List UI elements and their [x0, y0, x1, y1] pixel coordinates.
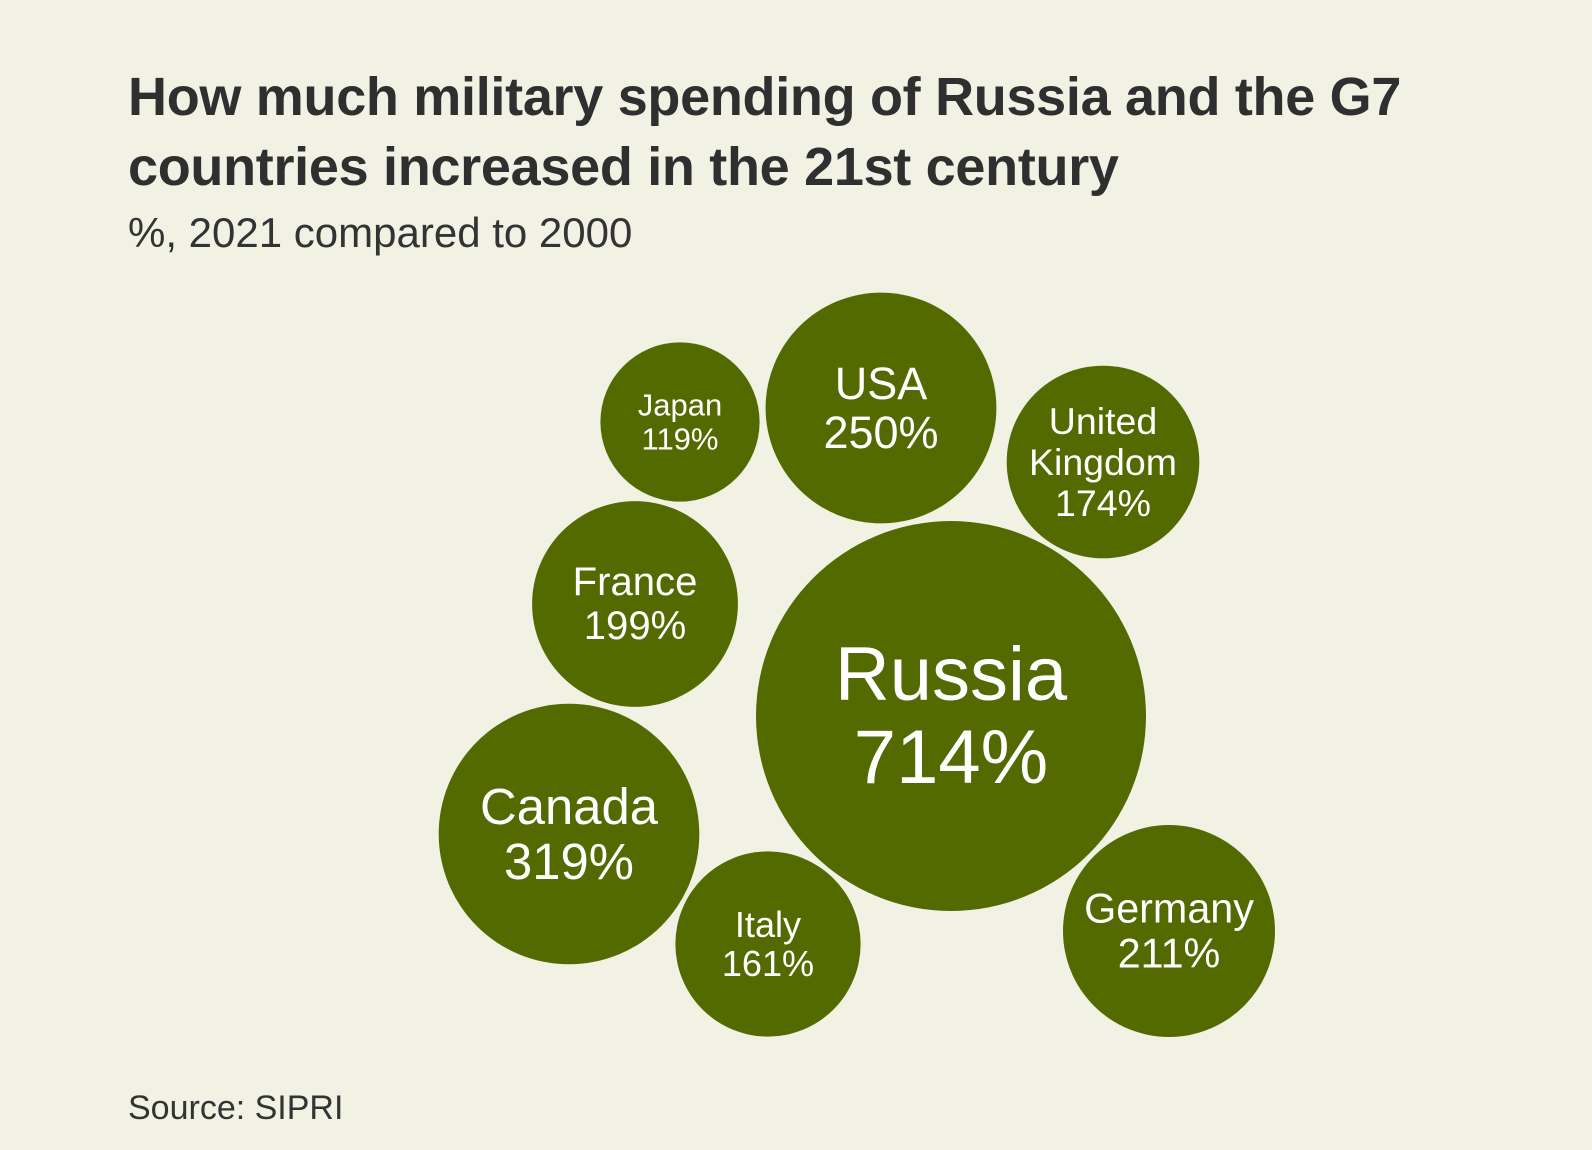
bubble-circle-italy [675, 851, 861, 1037]
bubble-circle-russia [756, 521, 1146, 911]
bubble-circle-united-kingdom [1006, 365, 1200, 559]
bubble-value-japan: 119% [642, 421, 719, 456]
bubble-value-france: 199% [584, 604, 687, 648]
bubble-label-italy: Italy [735, 904, 801, 945]
bubble-label-usa: USA [835, 358, 928, 409]
bubble-label-russia: Russia [835, 632, 1068, 717]
bubble-label-japan: Japan [638, 388, 722, 423]
bubble-label-united-kingdom-2: Kingdom [1029, 441, 1177, 483]
bubble-circle-france [532, 501, 738, 707]
chart-title-line-1: How much military spending of Russia and… [128, 67, 1402, 127]
bubble-circle-germany [1063, 825, 1275, 1037]
source-note: Source: SIPRI [128, 1089, 344, 1127]
bubble-value-russia: 714% [854, 715, 1048, 800]
bubble-value-italy: 161% [722, 943, 814, 984]
bubble-label-germany: Germany [1084, 886, 1254, 932]
bubble-value-usa: 250% [823, 407, 938, 458]
bubble-label-france: France [573, 560, 698, 604]
bubble-circle-japan [600, 342, 760, 502]
bubble-label-canada: Canada [480, 778, 659, 835]
chart-title: How much military spending of Russia and… [128, 62, 1548, 202]
bubble-circle-usa [765, 292, 997, 524]
bubble-value-canada: 319% [504, 833, 634, 890]
chart-title-line-2: countries increased in the 21st century [128, 137, 1119, 197]
bubble-value-germany: 211% [1118, 931, 1221, 977]
bubble-value-united-kingdom: 174% [1055, 482, 1151, 524]
chart-subtitle: %, 2021 compared to 2000 [128, 209, 633, 256]
bubble-label-united-kingdom-1: United [1049, 400, 1157, 442]
bubble-circle-canada [438, 703, 700, 965]
